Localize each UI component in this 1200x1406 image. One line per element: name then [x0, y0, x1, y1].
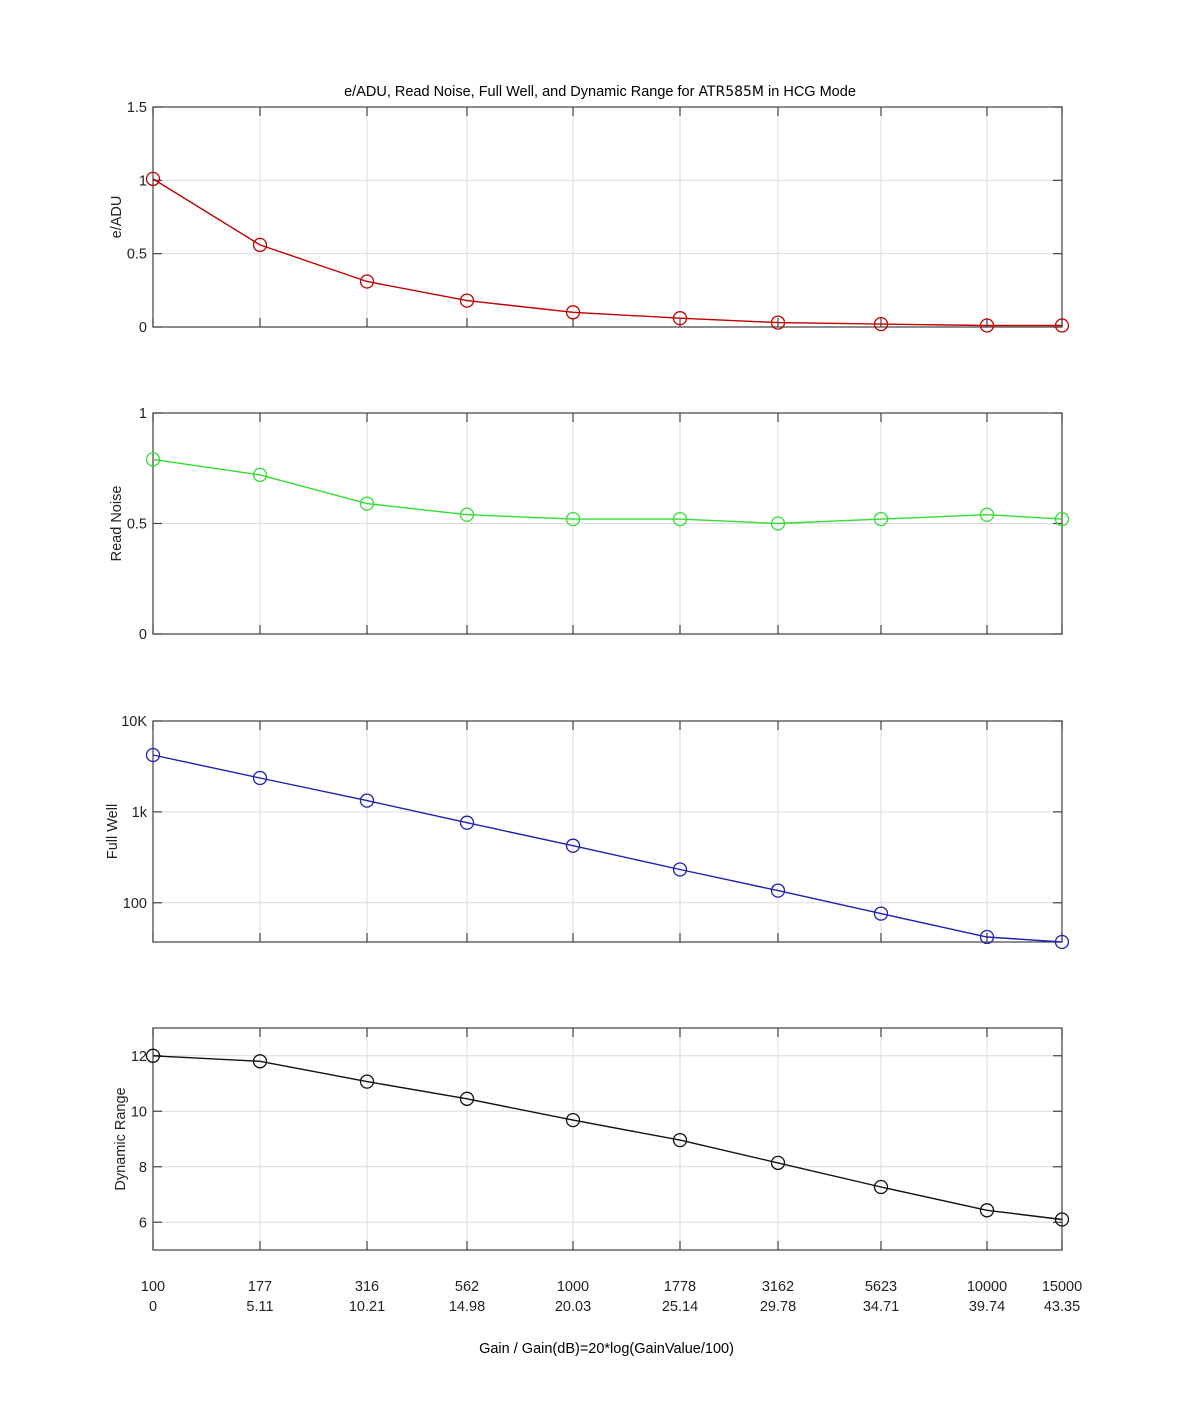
- subplot-e-adu: 0 0.5 1 1.5 e/ADU: [109, 100, 1070, 336]
- y-axis-label: Read Noise: [109, 486, 125, 562]
- data-point-marker: [770, 1155, 786, 1171]
- data-point-marker: [459, 815, 475, 830]
- x-tick-label-gain: 177: [248, 1279, 272, 1295]
- data-point-marker: [770, 883, 786, 898]
- y-tick-label: 6: [139, 1215, 147, 1231]
- y-tick-label: 10: [131, 1104, 147, 1120]
- data-point-marker: [145, 171, 161, 187]
- data-point-marker: [1054, 511, 1070, 527]
- data-point-marker: [770, 315, 786, 330]
- y-axis-label: e/ADU: [109, 196, 125, 239]
- y-tick-label: 1: [139, 406, 147, 422]
- data-point-marker: [979, 929, 995, 945]
- data-point-marker: [565, 1112, 581, 1128]
- y-tick-label: 1k: [132, 805, 148, 821]
- x-tick-label-db: 10.21: [349, 1299, 385, 1315]
- data-point-marker: [252, 1054, 268, 1069]
- y-tick-label: 8: [139, 1160, 147, 1176]
- data-point-marker: [672, 1132, 688, 1148]
- data-point-marker: [359, 793, 375, 808]
- x-tick-label-gain: 10000: [967, 1279, 1007, 1295]
- data-point-marker: [565, 511, 581, 527]
- data-point-marker: [1054, 318, 1070, 333]
- x-tick-label-db: 14.98: [449, 1299, 485, 1315]
- data-point-marker: [145, 1048, 161, 1063]
- data-point-marker: [672, 511, 688, 527]
- data-point-marker: [359, 274, 375, 289]
- data-point-marker: [979, 318, 995, 333]
- x-tick-label-gain: 1778: [664, 1279, 696, 1295]
- data-point-marker: [459, 1091, 475, 1106]
- data-point-marker: [672, 862, 688, 877]
- data-point-marker: [979, 507, 995, 522]
- subplot-full-well: 100 1k 10K Full Well: [105, 714, 1070, 950]
- x-axis-label: Gain / Gain(dB)=20*log(GainValue/100): [479, 1341, 734, 1357]
- data-point-marker: [873, 906, 889, 921]
- data-point-marker: [145, 747, 161, 763]
- y-tick-label: 0: [139, 627, 147, 643]
- data-point-marker: [672, 311, 688, 326]
- data-point-marker: [1054, 1212, 1070, 1227]
- figure-title: e/ADU, Read Noise, Full Well, and Dynami…: [344, 84, 856, 100]
- data-point-marker: [979, 1203, 995, 1218]
- data-point-marker: [359, 1074, 375, 1089]
- axes-frame: [152, 1027, 1063, 1251]
- x-tick-label-gain: 1000: [557, 1279, 589, 1295]
- series-line: [152, 754, 1063, 943]
- y-tick-label: 0.5: [127, 517, 147, 533]
- data-point-marker: [459, 293, 475, 308]
- x-tick-label-db: 0: [149, 1299, 157, 1315]
- y-tick-label: 0.5: [127, 247, 147, 263]
- axes-frame: [152, 106, 1063, 328]
- y-tick-label: 1.5: [127, 100, 147, 116]
- model-name: ATR585M: [698, 84, 765, 100]
- data-point-marker: [252, 237, 268, 253]
- data-point-marker: [565, 305, 581, 320]
- data-point-marker: [1054, 934, 1070, 950]
- y-tick-label: 12: [131, 1049, 147, 1065]
- data-point-marker: [565, 838, 581, 853]
- series-line: [152, 458, 1063, 525]
- subplot-read-noise: 0 0.5 1 Read Noise: [109, 406, 1070, 643]
- y-tick-label: 10K: [121, 714, 147, 730]
- data-point-marker: [873, 316, 889, 332]
- data-point-marker: [873, 511, 889, 527]
- x-tick-label-gain: 316: [355, 1279, 379, 1295]
- y-tick-label: 100: [123, 896, 147, 912]
- y-axis-label: Dynamic Range: [113, 1087, 129, 1190]
- series-line: [152, 1055, 1063, 1221]
- series-line: [152, 178, 1062, 327]
- data-point-marker: [252, 770, 268, 786]
- x-tick-label-db: 25.14: [662, 1299, 698, 1315]
- data-point-marker: [873, 1179, 889, 1195]
- y-tick-label: 1: [139, 173, 147, 189]
- x-tick-label-db: 29.78: [760, 1299, 796, 1315]
- data-point-marker: [359, 496, 375, 511]
- x-tick-label-gain: 15000: [1042, 1279, 1082, 1295]
- subplot-dynamic-range: 6 8 10 12 Dynamic Range: [113, 1027, 1070, 1251]
- x-tick-label-db: 39.74: [969, 1299, 1005, 1315]
- x-tick-label-db: 34.71: [863, 1299, 899, 1315]
- x-tick-label-db: 43.35: [1044, 1299, 1080, 1315]
- x-tick-label-gain: 3162: [762, 1279, 794, 1295]
- axes-frame: [152, 720, 1063, 943]
- x-tick-label-gain: 100: [141, 1279, 165, 1295]
- data-point-marker: [459, 507, 475, 522]
- x-tick-label-db: 5.11: [246, 1299, 273, 1315]
- data-point-marker: [770, 516, 786, 531]
- data-point-marker: [145, 452, 161, 467]
- data-point-marker: [252, 467, 268, 483]
- x-tick-label-gain: 5623: [865, 1279, 897, 1295]
- y-axis-label: Full Well: [105, 804, 121, 859]
- x-tick-label-db: 20.03: [555, 1299, 591, 1315]
- y-tick-label: 0: [139, 320, 147, 336]
- x-tick-label-gain: 562: [455, 1279, 479, 1295]
